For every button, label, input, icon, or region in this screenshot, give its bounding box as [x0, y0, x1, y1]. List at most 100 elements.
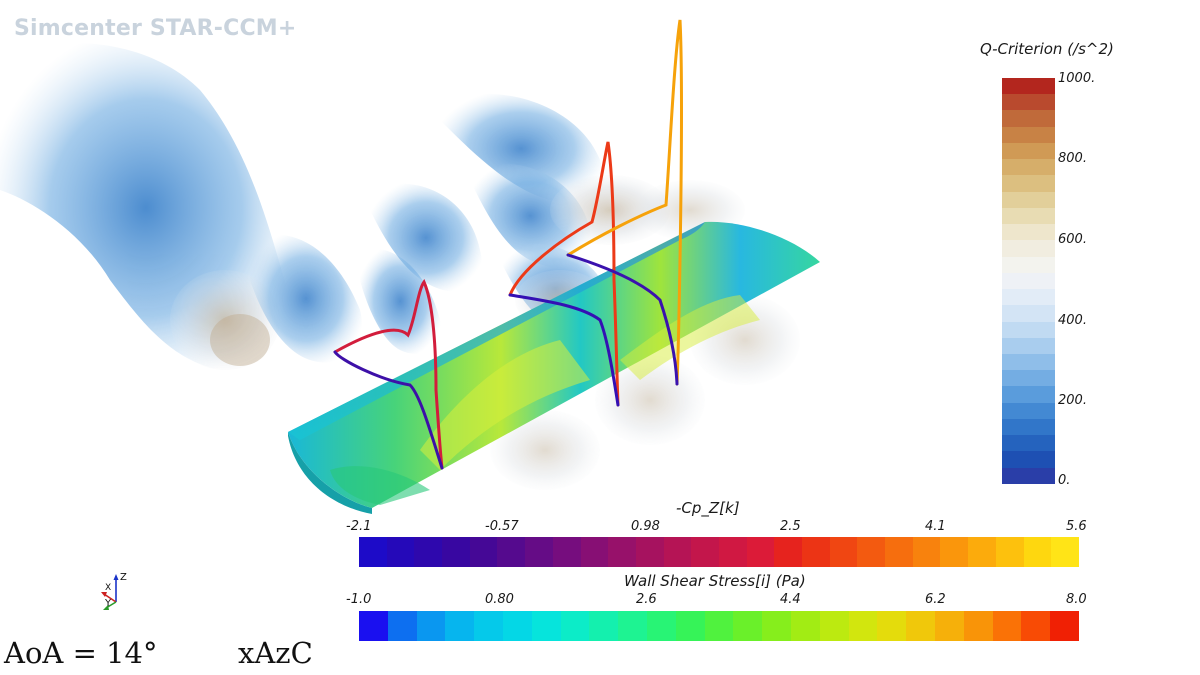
q-tick-5: 0. — [1058, 473, 1071, 488]
q-criterion-colorbar-segment — [1002, 321, 1055, 338]
cp-legend-title: -Cp_Z[k] — [676, 499, 740, 517]
cp-colorbar-segment — [497, 537, 526, 567]
q-tick-4: 200. — [1058, 393, 1087, 408]
q-criterion-colorbar-segment — [1002, 337, 1055, 354]
cp-colorbar-segment — [912, 537, 941, 567]
config-caption: xAzC — [238, 636, 313, 670]
wss-colorbar-segment — [877, 611, 907, 641]
aoa-caption: AoA = 14° — [4, 636, 158, 670]
vortex-left — [0, 43, 292, 373]
wss-colorbar-segment — [819, 611, 849, 641]
wss-colorbar-segment — [531, 611, 561, 641]
orientation-triad-icon[interactable]: Z X Y — [94, 570, 130, 612]
wss-colorbar-segment — [762, 611, 791, 641]
wss-colorbar-segment — [992, 611, 1022, 641]
cp-tick-0: -2.1 — [346, 519, 372, 534]
cp-colorbar-segment — [608, 537, 636, 567]
wing-surface[interactable] — [288, 221, 820, 514]
wss-colorbar-segment — [1050, 611, 1079, 641]
q-tick-1: 800. — [1058, 151, 1087, 166]
cp-curves — [333, 19, 684, 470]
q-criterion-colorbar-segment — [1002, 191, 1055, 208]
q-tick-0: 1000. — [1058, 71, 1096, 86]
wss-colorbar-segment — [1021, 611, 1051, 641]
app-watermark: Simcenter STAR-CCM+ — [14, 16, 297, 41]
cp-tick-5: 5.6 — [1066, 519, 1087, 534]
cp-colorbar-segment — [525, 537, 553, 567]
cp-colorbar-segment — [940, 537, 969, 567]
wss-legend-title: Wall Shear Stress[i] (Pa) — [624, 572, 806, 590]
triad-z-label: Z — [120, 572, 127, 583]
cp-colorbar-segment — [580, 537, 609, 567]
q-criterion-colorbar-segment — [1002, 467, 1055, 484]
q-tick-3: 400. — [1058, 313, 1087, 328]
cp-colorbar-segment — [552, 537, 581, 567]
wss-colorbar-segment — [790, 611, 820, 641]
q-criterion-colorbar-segment — [1002, 289, 1055, 306]
cp-colorbar-segment — [995, 537, 1024, 567]
cp-tick-3: 2.5 — [780, 519, 801, 534]
wss-colorbar-segment — [560, 611, 590, 641]
cp-colorbar-segment — [1051, 537, 1079, 567]
cp-colorbar[interactable] — [359, 537, 1079, 567]
triad-y-label: Y — [104, 598, 112, 609]
wss-colorbar-segment — [906, 611, 935, 641]
wss-colorbar-segment — [502, 611, 532, 641]
cp-tick-2: 0.98 — [631, 519, 660, 534]
wss-colorbar-segment — [675, 611, 705, 641]
cp-colorbar-segment — [386, 537, 415, 567]
cp-colorbar-segment — [829, 537, 858, 567]
q-criterion-colorbar-segment — [1002, 78, 1055, 95]
cp-tick-1: -0.57 — [485, 519, 519, 534]
wss-tick-4: 6.2 — [925, 592, 946, 607]
cp-colorbar-segment — [663, 537, 692, 567]
q-criterion-colorbar-segment — [1002, 94, 1055, 111]
wss-colorbar-segment — [589, 611, 619, 641]
q-criterion-colorbar-segment — [1002, 256, 1055, 273]
wss-colorbar-segment — [848, 611, 878, 641]
wss-colorbar-segment — [704, 611, 734, 641]
cp-colorbar-segment — [442, 537, 470, 567]
q-criterion-colorbar-segment — [1002, 451, 1055, 468]
wss-colorbar-segment — [646, 611, 676, 641]
q-criterion-colorbar-segment — [1002, 175, 1055, 192]
wss-colorbar-segment — [963, 611, 993, 641]
q-criterion-colorbar-segment — [1002, 353, 1055, 371]
cp-colorbar-segment — [857, 537, 886, 567]
cp-colorbar-segment — [691, 537, 719, 567]
wss-tick-1: 0.80 — [485, 592, 514, 607]
q-criterion-legend-title: Q-Criterion (/s^2) — [980, 40, 1114, 58]
q-criterion-colorbar-segment — [1002, 142, 1055, 160]
wss-colorbar[interactable] — [359, 611, 1079, 641]
wss-colorbar-segment — [733, 611, 763, 641]
cp-colorbar-segment — [885, 537, 913, 567]
q-criterion-colorbar-segment — [1002, 370, 1055, 387]
cp-colorbar-segment — [774, 537, 802, 567]
q-criterion-colorbar-segment — [1002, 386, 1055, 403]
wss-colorbar-segment — [618, 611, 647, 641]
triad-x-label: X — [105, 583, 111, 593]
q-criterion-colorbar-segment — [1002, 418, 1055, 436]
cp-tick-4: 4.1 — [925, 519, 946, 534]
cp-colorbar-segment — [414, 537, 443, 567]
q-criterion-colorbar[interactable] — [1002, 78, 1055, 484]
q-criterion-colorbar-segment — [1002, 240, 1055, 257]
wss-colorbar-segment — [474, 611, 503, 641]
cp-colorbar-segment — [469, 537, 498, 567]
wss-colorbar-segment — [416, 611, 446, 641]
q-criterion-colorbar-segment — [1002, 159, 1055, 176]
q-criterion-colorbar-segment — [1002, 305, 1055, 322]
q-criterion-colorbar-segment — [1002, 126, 1055, 143]
q-criterion-colorbar-segment — [1002, 224, 1055, 241]
wss-colorbar-segment — [387, 611, 417, 641]
cp-colorbar-segment — [802, 537, 830, 567]
cp-colorbar-segment — [746, 537, 775, 567]
cp-colorbar-segment — [359, 537, 387, 567]
wss-tick-5: 8.0 — [1066, 592, 1087, 607]
wss-tick-3: 4.4 — [780, 592, 801, 607]
q-criterion-colorbar-segment — [1002, 402, 1055, 419]
wss-tick-0: -1.0 — [346, 592, 372, 607]
cp-colorbar-segment — [1023, 537, 1052, 567]
q-criterion-colorbar-segment — [1002, 207, 1055, 225]
